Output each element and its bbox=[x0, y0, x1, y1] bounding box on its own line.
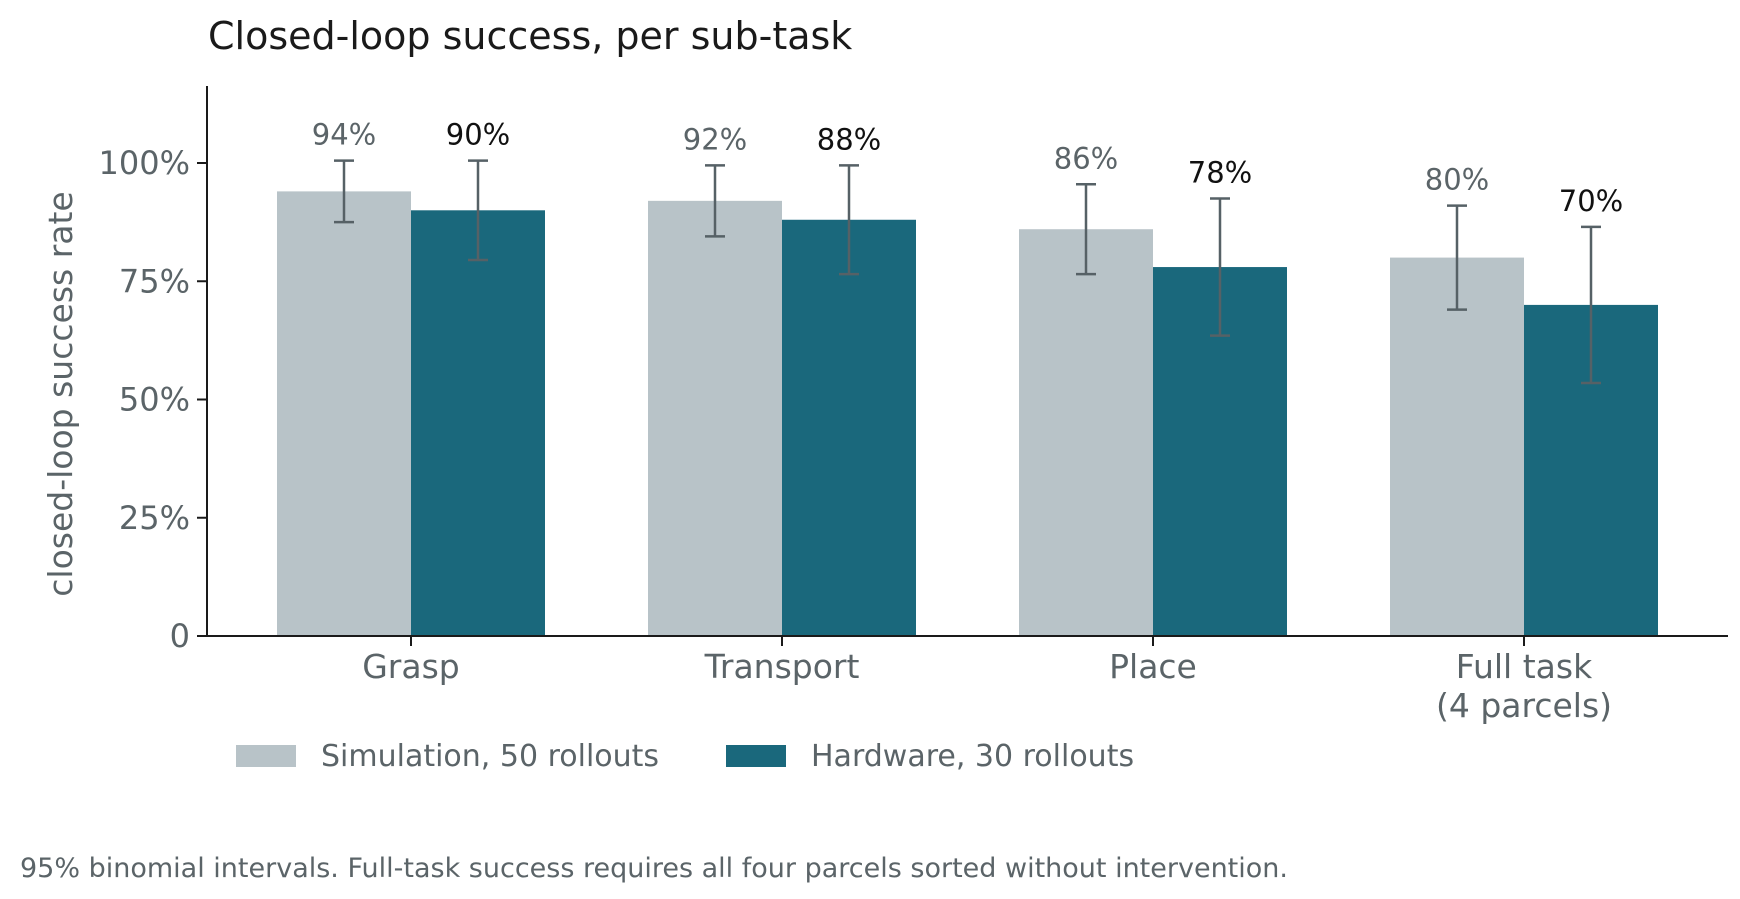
y-tick-label: 75% bbox=[119, 262, 190, 300]
value-label: 80% bbox=[1425, 163, 1489, 197]
legend-swatch-simulation bbox=[236, 745, 296, 767]
error-bar bbox=[839, 164, 859, 276]
chart-title: Closed-loop success, per sub-task bbox=[208, 14, 852, 58]
error-bar bbox=[1076, 183, 1096, 276]
footnote: 95% binomial intervals. Full-task succes… bbox=[20, 853, 1288, 884]
bars bbox=[277, 191, 1658, 637]
error-bar bbox=[1581, 225, 1601, 385]
y-axis-label: closed-loop success rate bbox=[41, 191, 80, 596]
x-tick-label: Full task (4 parcels) bbox=[1436, 647, 1612, 725]
x-tick-label: Transport bbox=[704, 647, 860, 686]
y-tick-label: 100% bbox=[99, 144, 190, 182]
value-label: 94% bbox=[312, 118, 376, 152]
value-labels: 94% 92% 86% 80% 90% 88% 78% 70% bbox=[312, 118, 1623, 218]
error-bar bbox=[1210, 197, 1230, 337]
bar-hardware bbox=[782, 219, 916, 636]
error-bars bbox=[334, 159, 1601, 385]
legend: Simulation, 50 rollouts Hardware, 30 rol… bbox=[236, 739, 1134, 774]
x-tick-label: Place bbox=[1109, 647, 1197, 686]
x-axis: Grasp Transport Place Full task (4 parcels) bbox=[362, 636, 1612, 725]
bar-hardware bbox=[411, 210, 545, 637]
y-tick-label: 25% bbox=[119, 499, 190, 537]
error-bar bbox=[705, 164, 725, 238]
legend-label-hardware: Hardware, 30 rollouts bbox=[811, 739, 1134, 774]
x-tick-label: Grasp bbox=[362, 647, 460, 686]
y-axis: 0 25% 50% 75% 100% bbox=[99, 144, 207, 655]
bar-simulation bbox=[277, 191, 411, 636]
y-tick-label: 0 bbox=[170, 617, 190, 655]
error-bar bbox=[334, 159, 354, 224]
legend-swatch-hardware bbox=[726, 745, 786, 767]
legend-label-simulation: Simulation, 50 rollouts bbox=[321, 739, 659, 774]
value-label: 88% bbox=[817, 122, 881, 156]
bar-simulation bbox=[1019, 229, 1153, 636]
error-bar bbox=[468, 159, 488, 262]
value-label: 70% bbox=[1559, 184, 1623, 218]
value-label: 92% bbox=[683, 122, 747, 156]
value-label: 78% bbox=[1188, 155, 1252, 189]
value-label: 90% bbox=[446, 118, 510, 152]
error-bar bbox=[1447, 204, 1467, 311]
y-tick-label: 50% bbox=[119, 381, 190, 419]
value-label: 86% bbox=[1054, 141, 1118, 175]
bar-simulation bbox=[648, 200, 782, 636]
bar-simulation bbox=[1390, 257, 1524, 636]
